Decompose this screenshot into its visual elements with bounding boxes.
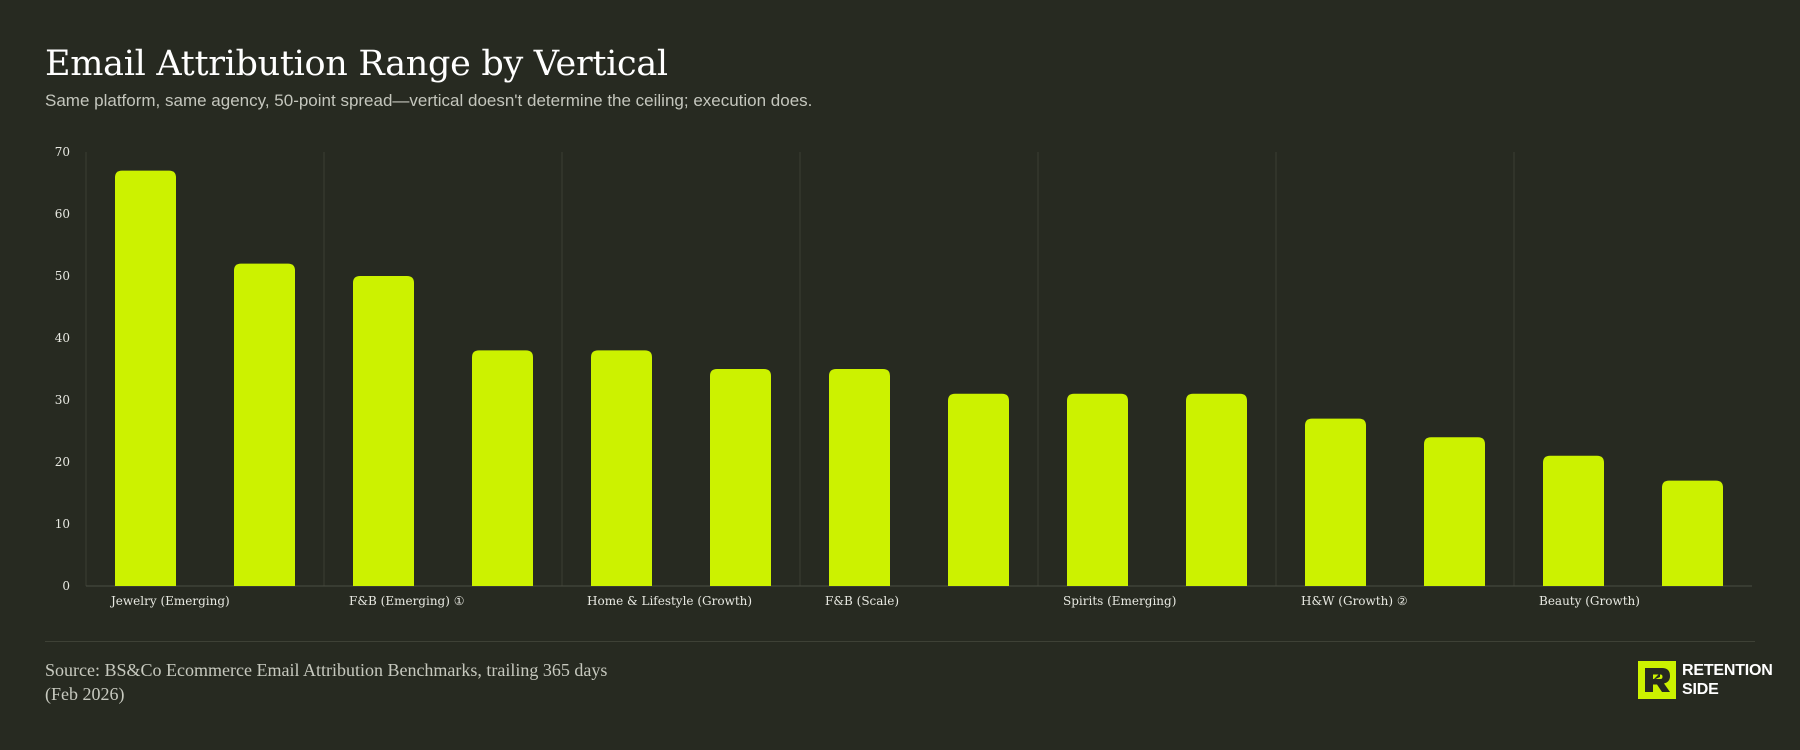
y-tick-label: 0 [62,579,70,593]
x-tick-label: Jewelry (Emerging) [109,594,230,608]
y-tick-label: 40 [55,331,70,345]
bar [1067,393,1128,586]
chart-subtitle: Same platform, same agency, 50-point spr… [45,91,813,110]
y-tick-label: 70 [55,145,70,159]
y-tick-label: 60 [55,207,70,221]
bar-chart: 0 10 20 30 40 50 60 70 Jewelry (Emerging) F&B (Em… [55,145,1752,608]
bar [472,350,533,586]
y-tick-label: 20 [55,455,70,469]
chart-title: Email Attribution Range by Vertical [45,44,668,84]
source-line-1: Source: BS&Co Ecommerce Email Attributio… [45,660,608,680]
brand-logo: RETENTION SIDE [1638,661,1773,699]
bar [1543,455,1604,586]
y-tick-label: 50 [55,269,70,283]
bar [1186,393,1247,586]
x-tick-label: H&W (Growth) ② [1301,594,1408,608]
x-tick-label: Home & Lifestyle (Growth) [587,594,752,608]
bar [353,276,414,586]
brand-line-1: RETENTION [1682,662,1773,679]
brand-wordmark: RETENTION SIDE [1682,661,1773,699]
bar [1662,480,1723,586]
y-tick-label: 30 [55,393,70,407]
bar [948,393,1009,586]
x-tick-label: Spirits (Emerging) [1063,594,1176,608]
x-tick-label: F&B (Scale) [825,594,899,608]
retention-side-logo-icon [1638,661,1676,699]
bar [710,369,771,586]
footer-divider [45,641,1755,642]
bar [1305,418,1366,586]
bar [234,263,295,586]
source-line-2: (Feb 2026) [45,684,125,704]
bar [591,350,652,586]
bar [115,170,176,586]
x-tick-label: F&B (Emerging) ① [349,594,464,608]
bar [829,369,890,586]
brand-line-2: SIDE [1682,681,1719,698]
source-note: Source: BS&Co Ecommerce Email Attributio… [45,658,607,706]
bar [1424,437,1485,586]
x-tick-label: Beauty (Growth) [1539,594,1640,608]
y-tick-label: 10 [55,517,70,531]
